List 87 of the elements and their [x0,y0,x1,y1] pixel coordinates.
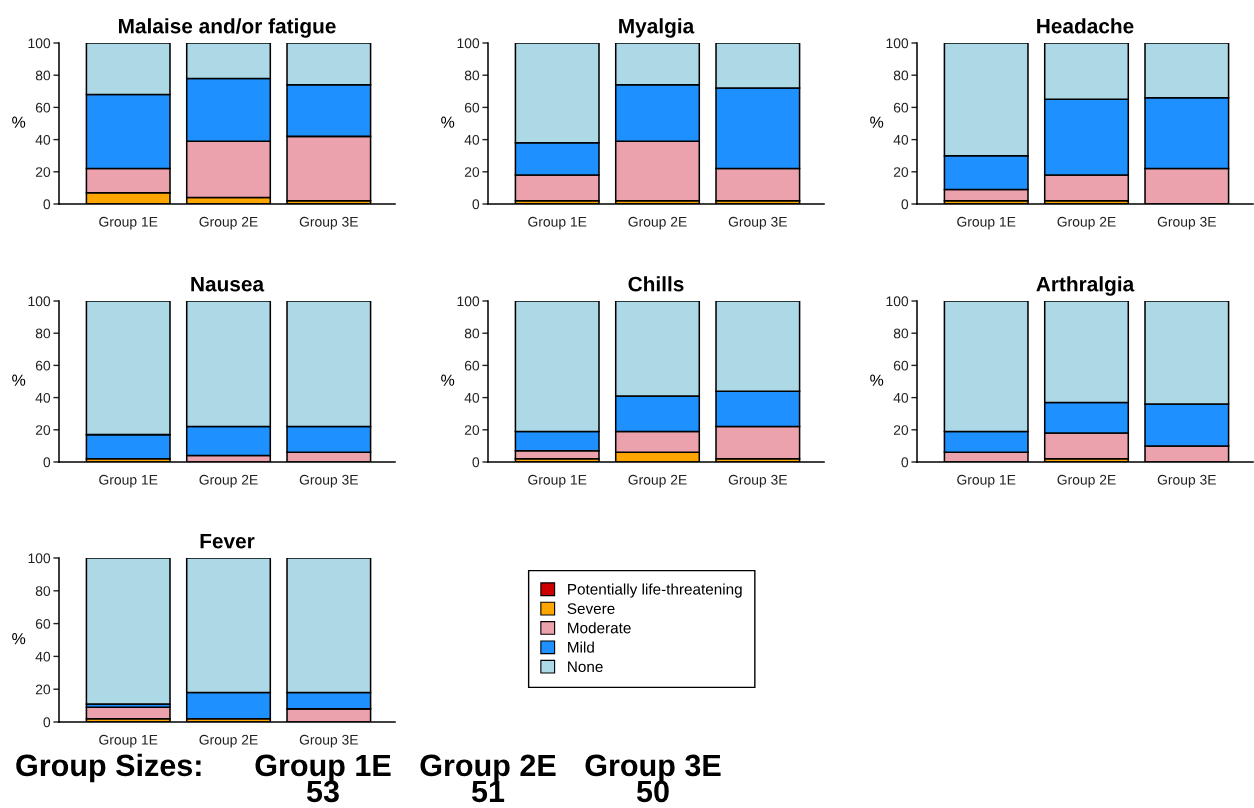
y-tick-label: 80 [893,70,909,81]
chart-title: Arthralgia [1036,276,1135,296]
y-axis-title: % [441,374,455,386]
y-tick-label: 0 [43,457,51,468]
y-axis-title: % [12,374,26,386]
legend-label: None [568,661,603,673]
text: 51 [471,780,505,803]
y-tick-label: 40 [464,392,480,403]
y-tick-label: 80 [35,70,51,81]
y-tick-label: 100 [886,38,909,49]
y-tick-label: 0 [472,199,480,210]
x-tick-label: Group 3E [1157,474,1216,488]
legend-label: Moderate [568,622,631,634]
x-tick-label: Group 2E [628,474,687,488]
y-axis-title: % [12,633,26,645]
y-tick-label: 20 [464,425,480,435]
x-tick-label: Group 2E [1057,216,1116,230]
x-tick-label: Group 2E [199,734,258,748]
y-tick-label: 100 [28,296,51,307]
y-tick-label: 40 [893,392,909,403]
legend-label: Severe [567,603,615,615]
x-tick-label: Group 1E [99,474,158,488]
y-tick-label: 100 [457,38,480,49]
x-tick-label: Group 3E [1157,216,1216,230]
y-tick-label: 20 [35,425,51,435]
y-tick-label: 20 [464,167,480,177]
y-tick-label: 80 [464,328,480,339]
chart-title: Fever [200,533,255,549]
y-tick-label: 40 [35,392,51,403]
y-tick-label: 60 [35,102,51,113]
x-tick-label: Group 1E [99,734,158,748]
y-axis-title: % [870,374,884,386]
chart-title: Headache [1037,18,1134,34]
chart-title: Chills [628,276,684,292]
x-tick-label: Group 1E [957,216,1016,230]
y-tick-label: 60 [464,102,480,113]
x-tick-label: Group 1E [957,474,1016,488]
y-tick-label: 60 [35,360,51,371]
legend-label: Mild [568,641,594,653]
chart-title: Malaise and/or fatigue [119,18,336,38]
chart-title: Myalgia [619,18,695,38]
x-tick-label: Group 2E [628,216,687,230]
y-tick-label: 100 [457,296,480,307]
y-axis-title: % [441,116,455,128]
x-tick-label: Group 3E [728,474,787,488]
y-tick-label: 40 [464,134,480,145]
x-tick-label: Group 3E [299,734,358,748]
text: 50 [636,780,669,803]
y-tick-label: 20 [35,684,51,695]
y-tick-label: 100 [28,553,51,564]
y-tick-label: 40 [35,651,51,662]
y-tick-label: 20 [35,167,51,177]
x-tick-label: Group 3E [299,474,358,488]
y-tick-label: 80 [893,328,909,339]
x-tick-label: Group 3E [728,216,787,230]
text: Group 2E [420,754,556,783]
y-tick-label: 20 [893,167,909,177]
y-tick-label: 60 [35,618,51,629]
x-tick-label: Group 1E [528,474,587,488]
y-tick-label: 60 [464,360,480,371]
y-tick-label: 0 [901,199,909,210]
y-tick-label: 80 [35,586,51,596]
text: 53 [306,780,339,803]
y-tick-label: 80 [35,328,51,339]
y-tick-label: 60 [893,102,909,113]
y-tick-label: 80 [464,70,480,81]
y-tick-label: 0 [472,457,480,468]
y-tick-label: 0 [43,717,51,728]
text: Group Sizes: [16,753,201,783]
y-tick-label: 100 [28,38,51,49]
x-tick-label: Group 1E [528,216,587,230]
y-tick-label: 20 [893,425,909,435]
y-tick-label: 0 [43,199,51,210]
y-tick-label: 0 [901,457,909,468]
x-tick-label: Group 3E [299,216,358,230]
x-tick-label: Group 2E [199,474,258,488]
x-tick-label: Group 2E [199,216,258,230]
x-tick-label: Group 2E [1057,474,1116,488]
y-tick-label: 100 [886,296,909,307]
y-tick-label: 60 [893,360,909,371]
y-axis-title: % [870,116,884,128]
legend-label: Potentially life-threatening [568,583,742,598]
y-axis-title: % [12,116,26,128]
chart-title: Nausea [191,276,265,292]
y-tick-label: 40 [35,134,51,145]
y-tick-label: 40 [893,134,909,145]
x-tick-label: Group 1E [99,216,158,230]
